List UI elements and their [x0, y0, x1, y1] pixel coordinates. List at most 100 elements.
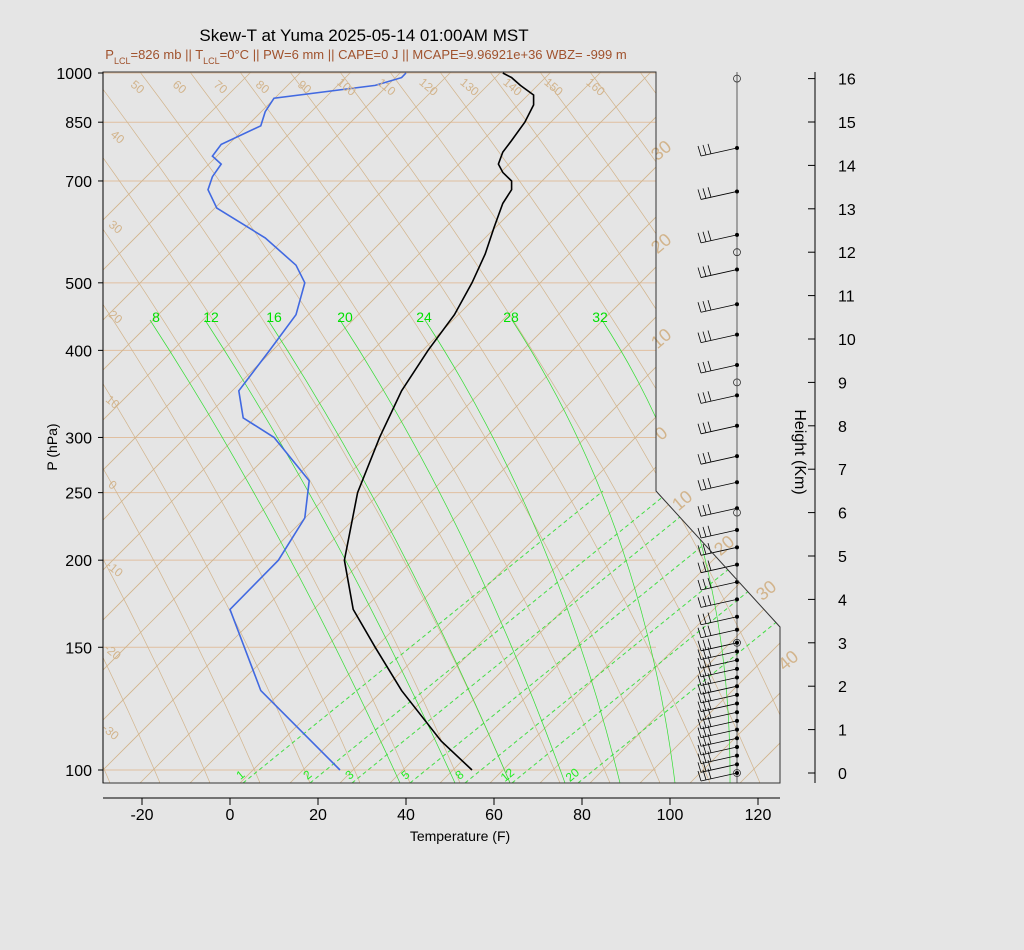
dry-adiabat-line — [639, 72, 780, 783]
dry-adiabat-line — [103, 72, 261, 783]
wind-barb-flag — [697, 744, 702, 756]
mixing-ratio-line — [511, 490, 780, 783]
wind-barb-flag — [697, 145, 702, 157]
wind-barb-flag — [697, 562, 702, 573]
wind-barb — [700, 234, 738, 244]
isotherm-line — [103, 72, 702, 783]
wind-barb — [700, 147, 738, 157]
mixing-ratio-line — [351, 490, 713, 783]
isotherm-line — [389, 72, 780, 783]
y-tick-label: 200 — [65, 553, 92, 570]
mixing-ratio-line — [309, 490, 671, 783]
dry-adiabat-line — [389, 72, 780, 783]
wind-barb-flag — [697, 545, 702, 556]
wind-barb-flag — [707, 230, 712, 241]
wind-barb-flag — [707, 560, 712, 571]
skew-label-left: 0 — [106, 477, 120, 492]
skew-label-right: 10 — [668, 486, 696, 514]
wind-barb-flag — [702, 578, 707, 590]
wind-barb-flag — [707, 451, 712, 463]
y-tick-label: 250 — [65, 486, 92, 503]
skew-label-left: -10 — [103, 558, 126, 580]
wind-barb — [700, 269, 738, 278]
mixing-ratio-label: 24 — [416, 309, 432, 325]
y-tick-label: 1000 — [56, 66, 92, 83]
height-marker — [733, 248, 741, 257]
height-axis-label: Height (Km) — [791, 409, 808, 494]
wind-barb — [700, 546, 738, 556]
wind-barb-flag — [697, 423, 702, 434]
wind-barb-flag — [707, 595, 712, 606]
isotherm-line — [840, 72, 1024, 783]
wind-barb-flag — [707, 525, 712, 536]
wind-barb — [700, 581, 738, 591]
x-tick-label: 0 — [226, 807, 235, 824]
skew-label-left: 30 — [106, 217, 125, 237]
wind-barb-flag — [707, 577, 712, 588]
wind-barb — [700, 303, 738, 313]
chart-subtitle: PLCL=826 mb || TLCL=0°C || PW=6 mm || CA… — [105, 47, 626, 66]
wind-barb-flag — [707, 143, 712, 154]
subtitle-pw: 6 mm — [292, 47, 325, 62]
skew-label-right: 30 — [647, 136, 675, 164]
isotherm-line — [689, 72, 780, 783]
isobar-lines — [103, 72, 656, 771]
wind-barb-flag — [702, 505, 707, 516]
wind-barb-flag — [697, 506, 702, 517]
wind-barb — [700, 191, 738, 200]
skew-label-left: 40 — [108, 127, 127, 147]
wind-barb-flag — [697, 189, 702, 200]
height-marker — [733, 769, 741, 777]
wind-barb-flag — [702, 452, 707, 464]
mixing-ratio-label: 28 — [503, 309, 519, 325]
wind-barb — [700, 755, 738, 765]
isotherm-line — [103, 72, 652, 783]
wind-barb-flag — [697, 640, 702, 651]
wind-barb-flag — [697, 614, 702, 625]
wind-barb — [700, 685, 738, 695]
grid-labels: 50 60 70 80 90 100 110 120 130 140 150 160403020100… — [99, 75, 802, 784]
chart-title: Skew-T at Yuma 2025-05-14 01:00AM MST — [199, 26, 528, 45]
height-tick-label: 15 — [838, 115, 856, 132]
wind-barb-flag — [702, 544, 707, 555]
wind-barb-flag — [707, 187, 712, 198]
y-tick-label: 300 — [65, 430, 92, 447]
moist-adiabat-line — [267, 319, 511, 783]
height-tick-label: 5 — [838, 549, 847, 566]
isotherm-line — [639, 72, 780, 783]
moist-adiabat-line — [204, 319, 456, 783]
wind-barb-flag — [707, 330, 712, 341]
x-tick-label: 80 — [573, 807, 591, 824]
wind-barb — [700, 455, 738, 465]
skew-label-right: 0 — [651, 423, 672, 445]
height-tick-label: 9 — [838, 375, 847, 392]
wind-barb-flag — [702, 266, 707, 277]
x-axis-label: Temperature (F) — [410, 828, 510, 844]
wind-barb — [700, 737, 738, 747]
isotherm-line — [890, 72, 1024, 783]
wind-barb-flag — [707, 477, 712, 489]
isotherm-line — [739, 72, 780, 783]
mixing-ratio-label: 20 — [337, 309, 353, 325]
wind-barb-flag — [697, 649, 702, 660]
isotherm-line — [103, 72, 602, 783]
skew-label-right: 40 — [774, 646, 802, 674]
wind-barb — [700, 599, 738, 608]
wind-barb-flag — [697, 232, 702, 243]
wind-barb-flag — [702, 392, 707, 403]
wind-barb-flag — [697, 627, 702, 638]
moist-adiabat-line — [511, 319, 676, 783]
wind-barb-flag — [702, 596, 707, 607]
wind-barb-flag — [697, 454, 702, 465]
subtitle-mcape: 9.96921e+36 — [466, 47, 542, 62]
y-tick-label: 400 — [65, 343, 92, 360]
skew-label-right: 10 — [647, 324, 675, 352]
wind-barb — [700, 425, 738, 435]
mixing-ratio-label: 16 — [266, 309, 282, 325]
height-marker — [733, 508, 741, 517]
height-tick-label: 4 — [838, 592, 847, 609]
isotherm-line — [990, 72, 1024, 783]
wind-barb-flag — [707, 265, 712, 276]
